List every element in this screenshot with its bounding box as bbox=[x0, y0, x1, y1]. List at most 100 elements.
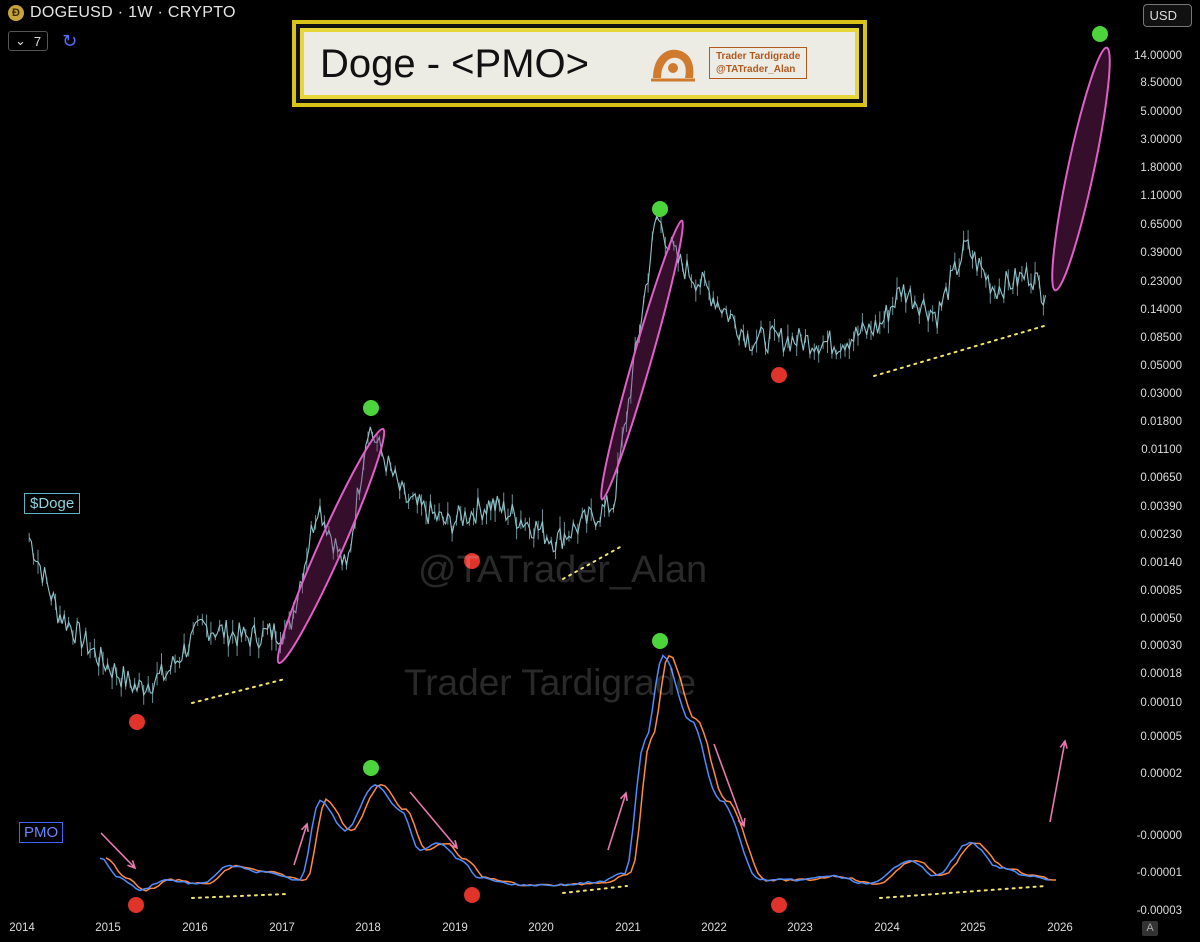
price-tick-label: 0.00230 bbox=[1140, 529, 1182, 541]
annotations bbox=[100, 26, 1111, 913]
trend-arrow-head bbox=[1059, 739, 1068, 749]
price-tick-label: 0.08500 bbox=[1140, 332, 1182, 344]
trend-arrow-head bbox=[449, 840, 459, 850]
pmo-tick-label: -0.00003 bbox=[1136, 905, 1182, 917]
price-series bbox=[28, 211, 1047, 705]
year-tick-label: 2016 bbox=[182, 922, 208, 934]
rally-ellipse bbox=[276, 427, 386, 665]
price-tick-label: 5.00000 bbox=[1140, 106, 1182, 118]
pmo-top-marker bbox=[363, 760, 379, 776]
currency-button[interactable]: USD bbox=[1142, 4, 1192, 27]
price-tick-label: 1.80000 bbox=[1140, 162, 1182, 174]
price-tick-label: 0.14000 bbox=[1140, 304, 1182, 316]
price-tick-label: 0.00050 bbox=[1140, 613, 1182, 625]
rally-ellipse bbox=[600, 219, 684, 501]
trend-arrow bbox=[100, 832, 136, 869]
year-tick-label: 2021 bbox=[615, 922, 641, 934]
refresh-icon[interactable]: ↻ bbox=[62, 31, 78, 51]
year-tick-label: 2024 bbox=[874, 922, 900, 934]
watermark-handle: @TATrader_Alan bbox=[418, 549, 708, 591]
price-tick-label: 0.03000 bbox=[1140, 388, 1182, 400]
trend-arrow bbox=[713, 743, 745, 827]
pmo-top-marker bbox=[652, 633, 668, 649]
year-tick-label: 2026 bbox=[1047, 922, 1073, 934]
indicator-count: 7 bbox=[33, 33, 42, 49]
price-tick-label: 0.05000 bbox=[1140, 360, 1182, 372]
year-tick-label: 2020 bbox=[528, 922, 554, 934]
price-tick-label: 0.00030 bbox=[1140, 640, 1182, 652]
title-banner-inner: Doge - <PMO> Trader Tardigrade @TATrader… bbox=[300, 28, 859, 99]
trend-arrow-head bbox=[619, 791, 628, 802]
trend-arrow bbox=[1049, 740, 1066, 823]
trend-arrow bbox=[607, 792, 627, 851]
price-tick-label: 3.00000 bbox=[1140, 134, 1182, 146]
year-tick-label: 2017 bbox=[269, 922, 295, 934]
price-tick-label: 0.00140 bbox=[1140, 557, 1182, 569]
price-panel-label: $Doge bbox=[24, 493, 81, 514]
symbol-header: Ð DOGEUSD · 1W · CRYPTO bbox=[8, 4, 236, 22]
chart-title: Doge - <PMO> bbox=[320, 42, 590, 86]
trend-dotted-line bbox=[562, 885, 628, 894]
pmo-bottom-marker bbox=[771, 897, 787, 913]
year-tick-label: 2025 bbox=[960, 922, 986, 934]
price-tick-label: 14.00000 bbox=[1134, 50, 1182, 62]
year-tick-label: 2014 bbox=[9, 922, 35, 934]
price-tick-label: 0.01100 bbox=[1141, 444, 1182, 456]
price-tick-label: 1.10000 bbox=[1140, 190, 1182, 202]
price-tick-label: 0.00010 bbox=[1140, 697, 1182, 709]
indicator-count-button[interactable]: ⌄ 7 bbox=[8, 31, 49, 51]
trend-arrow-head bbox=[127, 860, 137, 870]
price-tick-label: 0.00018 bbox=[1140, 668, 1182, 680]
trend-arrow bbox=[409, 791, 458, 849]
price-top-marker bbox=[652, 201, 668, 217]
trend-dotted-line bbox=[191, 678, 286, 704]
title-banner: Doge - <PMO> Trader Tardigrade @TATrader… bbox=[292, 20, 867, 107]
price-tick-label: 0.00002 bbox=[1140, 768, 1182, 780]
year-tick-label: 2023 bbox=[787, 922, 813, 934]
price-tick-label: 0.00650 bbox=[1140, 472, 1182, 484]
doge-coin-icon: Ð bbox=[8, 5, 24, 21]
pmo-tick-label: -0.00000 bbox=[1136, 830, 1182, 842]
indicator-row: ⌄ 7 ↻ bbox=[8, 31, 77, 51]
year-tick-label: 2019 bbox=[442, 922, 468, 934]
logo-text-box: Trader Tardigrade @TATrader_Alan bbox=[709, 47, 808, 79]
watermark-name: Trader Tardigrade bbox=[404, 662, 697, 703]
auto-scale-button[interactable]: A bbox=[1142, 921, 1158, 936]
year-tick-label: 2018 bbox=[355, 922, 381, 934]
pmo-bottom-marker bbox=[128, 897, 144, 913]
pmo-series bbox=[99, 654, 1056, 892]
price-bottom-marker bbox=[771, 367, 787, 383]
price-line bbox=[28, 214, 1047, 697]
pmo-bottom-marker bbox=[464, 887, 480, 903]
symbol-text[interactable]: DOGEUSD · 1W · CRYPTO bbox=[30, 4, 236, 21]
trend-dotted-line bbox=[562, 545, 623, 580]
price-bottom-marker bbox=[129, 714, 145, 730]
price-tick-label: 0.65000 bbox=[1140, 219, 1182, 231]
logo-line-2: @TATrader_Alan bbox=[716, 64, 796, 75]
rally-ellipse bbox=[1051, 46, 1111, 292]
tardigrade-logo-icon bbox=[651, 49, 695, 82]
chevron-down-icon: ⌄ bbox=[15, 33, 26, 48]
trend-dotted-line bbox=[873, 325, 1045, 377]
trend-arrow-head bbox=[300, 822, 309, 833]
trend-arrow-head bbox=[737, 817, 746, 828]
price-tick-label: 0.00085 bbox=[1140, 585, 1182, 597]
price-tick-label: 0.39000 bbox=[1140, 247, 1182, 259]
pmo-line bbox=[99, 654, 1051, 892]
logo-line-1: Trader Tardigrade bbox=[716, 51, 801, 62]
price-tick-label: 0.00390 bbox=[1140, 501, 1182, 513]
price-tick-label: 0.23000 bbox=[1140, 276, 1182, 288]
trend-dotted-line bbox=[191, 893, 288, 899]
pmo-tick-label: -0.00001 bbox=[1136, 867, 1182, 879]
price-bottom-marker bbox=[464, 553, 480, 569]
trend-dotted-line bbox=[879, 885, 1047, 899]
price-top-marker bbox=[363, 400, 379, 416]
year-tick-label: 2015 bbox=[95, 922, 121, 934]
price-top-marker bbox=[1092, 26, 1108, 42]
price-tick-label: 8.50000 bbox=[1140, 77, 1182, 89]
price-tick-label: 0.00005 bbox=[1140, 731, 1182, 743]
price-tick-label: 0.01800 bbox=[1140, 416, 1182, 428]
year-tick-label: 2022 bbox=[701, 922, 727, 934]
pmo-panel-label: PMO bbox=[19, 822, 64, 843]
